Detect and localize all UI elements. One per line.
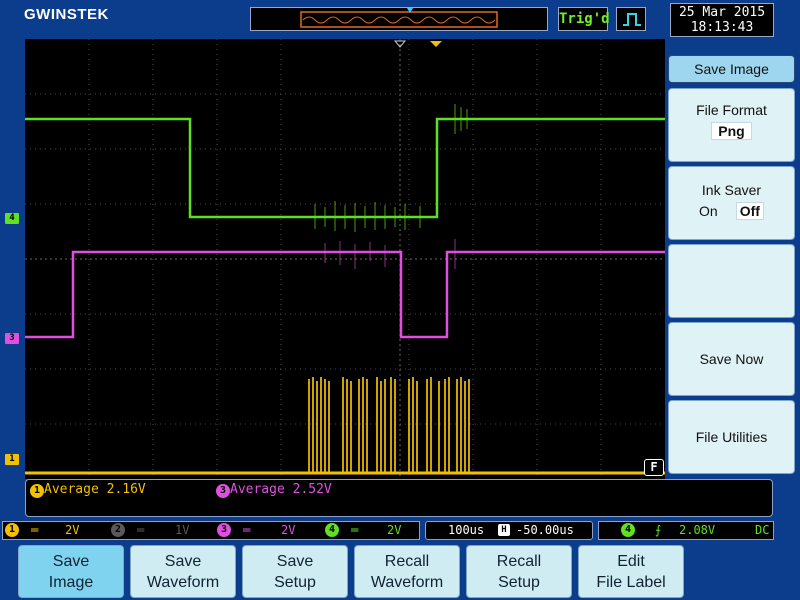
ch1-badge[interactable]: 1 — [5, 523, 19, 537]
trigger-info[interactable]: 4 ⨍ 2.08V DC — [598, 521, 774, 540]
dc-coupling-icon: ═ — [351, 523, 359, 537]
softkey-label: File Label — [596, 574, 666, 591]
softkey-label: Save — [164, 553, 202, 570]
time-text: 18:13:43 — [690, 20, 754, 35]
ch3-measure-badge: 3 — [216, 484, 230, 498]
trigger-position-icon — [407, 8, 413, 13]
softkey-label: Image — [48, 574, 94, 591]
ink-saver-off: Off — [735, 202, 764, 220]
softkey-label: Waveform — [146, 574, 220, 591]
waveform-display[interactable]: F — [25, 39, 665, 479]
ch3-waveform — [25, 250, 665, 339]
memory-overview-bar — [250, 7, 548, 31]
dc-coupling-icon: ═ — [31, 523, 39, 537]
ch4-badge[interactable]: 4 — [325, 523, 339, 537]
trigger-status: Trig'd — [558, 7, 610, 31]
softkey-label: Setup — [498, 574, 540, 591]
side-menu: Save Image File Format Png Ink Saver On O… — [666, 51, 798, 475]
rising-edge-icon: ⨍ — [655, 523, 662, 537]
horizontal-position: -50.00us — [516, 523, 574, 537]
ch2-badge[interactable]: 2 — [111, 523, 125, 537]
ch3-scale: 2V — [281, 523, 296, 537]
ink-saver-label: Ink Saver — [701, 182, 762, 198]
softkey-label: Edit — [617, 553, 645, 570]
horizontal-position-icon: H — [498, 524, 510, 536]
ch3-badge[interactable]: 3 — [217, 523, 231, 537]
dc-coupling-icon: ═ — [137, 523, 145, 537]
file-format-label: File Format — [696, 102, 767, 118]
status-bar: 1 ═ 2V 2 ═ 1V 3 ═ 2V 4 ═ 2V 100us H -50.… — [0, 520, 800, 542]
trigger-level: 2.08V — [679, 523, 716, 537]
ch1-ground-marker[interactable]: 1 — [5, 454, 19, 465]
timebase-box[interactable]: 100us H -50.00us — [425, 521, 593, 540]
save-now-button[interactable]: Save Now — [668, 322, 795, 396]
ch4-scale: 2V — [387, 523, 402, 537]
file-utilities-button[interactable]: File Utilities — [668, 400, 795, 474]
ch4-ground-marker[interactable]: 4 — [5, 213, 19, 224]
ink-saver-on: On — [699, 203, 718, 219]
ch2-scale: 1V — [175, 523, 190, 537]
edit-file-label-softkey[interactable]: Edit File Label — [578, 545, 684, 598]
recall-setup-softkey[interactable]: Recall Setup — [466, 545, 572, 598]
dc-coupling-icon: ═ — [243, 523, 251, 537]
trigger-source-badge: 4 — [621, 523, 635, 537]
ch3-ground-marker[interactable]: 3 — [5, 333, 19, 344]
ch1-scale: 2V — [65, 523, 80, 537]
side-menu-title: Save Image — [668, 55, 795, 83]
file-format-button[interactable]: File Format Png — [668, 88, 795, 162]
fft-marker: F — [644, 459, 664, 476]
date-text: 25 Mar 2015 — [678, 5, 766, 20]
timebase: 100us — [448, 523, 485, 537]
trigger-coupling: DC — [755, 523, 770, 537]
ch1-measurement: Average 2.16V — [44, 482, 146, 497]
softkey-label: Recall — [496, 553, 542, 570]
ch1-measure-badge: 1 — [30, 484, 44, 498]
center-marker-icon — [393, 40, 407, 48]
save-image-softkey[interactable]: Save Image — [18, 545, 124, 598]
softkey-label: Waveform — [370, 574, 444, 591]
side-menu-empty-button — [668, 244, 795, 318]
measurement-panel: 1 Average 2.16V 3 Average 2.52V — [25, 479, 773, 517]
save-setup-softkey[interactable]: Save Setup — [242, 545, 348, 598]
softkey-label: Setup — [274, 574, 316, 591]
trigger-type-icon — [616, 7, 646, 31]
ch4-waveform — [25, 117, 665, 219]
softkey-label: Save — [276, 553, 314, 570]
recall-waveform-softkey[interactable]: Recall Waveform — [354, 545, 460, 598]
softkey-label: Recall — [384, 553, 430, 570]
brand-logo: GWINSTEK — [24, 6, 109, 23]
ch1-waveform — [25, 377, 665, 475]
channel-scales: 1 ═ 2V 2 ═ 1V 3 ═ 2V 4 ═ 2V — [2, 521, 420, 540]
file-format-value: Png — [711, 122, 752, 140]
ink-saver-button[interactable]: Ink Saver On Off — [668, 166, 795, 240]
softkey-label: Save — [52, 553, 90, 570]
trigger-time-marker-icon[interactable] — [430, 41, 442, 47]
ch3-measurement: Average 2.52V — [230, 482, 332, 497]
date-time-display: 25 Mar 2015 18:13:43 — [670, 3, 774, 37]
save-waveform-softkey[interactable]: Save Waveform — [130, 545, 236, 598]
